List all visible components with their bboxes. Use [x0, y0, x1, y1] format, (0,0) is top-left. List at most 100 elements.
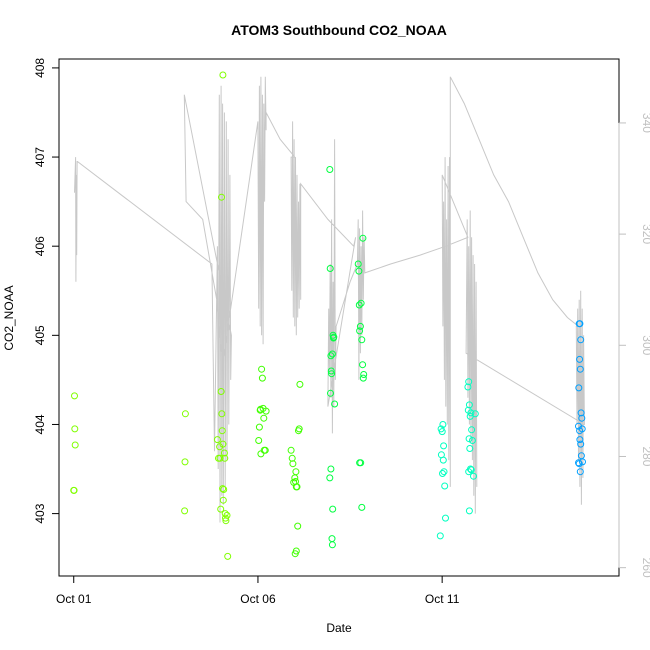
data-point	[255, 437, 263, 444]
data-point	[358, 503, 366, 511]
data-point	[331, 400, 339, 408]
data-point	[219, 496, 227, 504]
data-point	[354, 260, 362, 268]
data-point	[465, 507, 473, 515]
data-point	[71, 392, 78, 400]
y2-tick-label: 340	[640, 113, 650, 133]
y2-tick-label: 280	[640, 446, 650, 466]
data-point	[575, 460, 583, 468]
data-point	[468, 437, 476, 444]
data-point	[577, 409, 585, 417]
data-point	[181, 507, 189, 515]
data-point	[355, 267, 363, 275]
data-point	[328, 350, 336, 358]
data-point	[221, 454, 229, 462]
data-point	[71, 441, 79, 449]
data-point	[219, 440, 227, 448]
data-point	[465, 401, 473, 409]
data-point	[359, 374, 367, 382]
data-point	[441, 482, 449, 490]
y-axis: 403 404 405 406 407 408	[33, 58, 60, 524]
data-point	[328, 535, 336, 543]
data-point	[224, 552, 232, 560]
y-axis-label: CO2_NOAA	[2, 285, 16, 350]
data-point	[217, 388, 225, 395]
data-point	[359, 361, 367, 369]
data-point	[295, 425, 303, 433]
data-point	[438, 428, 446, 436]
data-point	[258, 365, 266, 373]
x-axis: Oct 01 Oct 06 Oct 11	[56, 575, 460, 606]
x-tick-label: Oct 01	[56, 592, 92, 606]
data-point	[440, 468, 448, 476]
data-point	[326, 265, 334, 272]
y-tick-label: 407	[33, 147, 47, 167]
data-point	[217, 505, 225, 513]
data-point	[326, 474, 334, 482]
data-point	[576, 468, 584, 476]
data-point	[260, 414, 268, 422]
data-point	[287, 446, 295, 454]
data-point	[578, 425, 586, 433]
data-point	[292, 547, 300, 555]
y-tick-label: 403	[33, 503, 47, 523]
data-point	[357, 459, 365, 467]
data-point	[465, 378, 473, 386]
data-point	[464, 383, 472, 391]
data-point	[327, 389, 334, 397]
point-series-layer	[70, 71, 586, 560]
data-point	[221, 510, 229, 518]
data-point	[327, 465, 335, 473]
data-point	[262, 407, 270, 415]
data-point	[465, 435, 473, 443]
data-point	[258, 374, 266, 382]
data-point	[218, 193, 225, 201]
data-point	[356, 327, 364, 335]
data-point	[71, 425, 79, 433]
data-point	[576, 365, 584, 373]
data-point	[330, 333, 338, 341]
data-point	[355, 301, 363, 309]
data-point	[360, 371, 368, 378]
data-point	[358, 336, 366, 344]
data-point	[213, 436, 221, 444]
data-point	[356, 322, 364, 330]
data-point	[577, 336, 585, 344]
data-point	[468, 426, 476, 434]
y2-tick-label: 300	[640, 335, 650, 355]
data-point	[578, 414, 586, 422]
x-tick-label: Oct 11	[425, 592, 460, 606]
data-point	[575, 459, 582, 467]
data-point	[470, 472, 477, 480]
x-tick-label: Oct 06	[240, 592, 276, 606]
data-point	[181, 458, 189, 466]
y-tick-label: 405	[33, 325, 47, 345]
y-tick-label: 404	[33, 414, 47, 434]
data-point	[442, 514, 449, 522]
y-tick-label: 406	[33, 236, 47, 256]
data-point	[222, 517, 230, 525]
data-point	[436, 532, 444, 540]
data-point	[329, 505, 337, 513]
data-point	[328, 370, 336, 378]
data-point	[292, 468, 300, 476]
data-point	[576, 320, 584, 328]
data-point	[439, 421, 447, 428]
data-point	[576, 436, 584, 444]
data-point	[577, 440, 585, 448]
data-point	[293, 483, 301, 491]
y2-tick-label: 260	[640, 558, 650, 578]
chart-title: ATOM3 Southbound CO2_NOAA	[231, 22, 447, 38]
trace-line	[74, 76, 585, 523]
data-point	[576, 355, 584, 363]
x-axis-label: Date	[326, 621, 352, 635]
data-point	[220, 449, 228, 457]
data-point	[464, 406, 472, 414]
data-point	[465, 468, 473, 476]
data-point	[218, 410, 226, 418]
data-point	[575, 384, 583, 392]
data-point	[223, 511, 231, 519]
data-point	[327, 352, 335, 360]
data-point	[289, 460, 297, 468]
